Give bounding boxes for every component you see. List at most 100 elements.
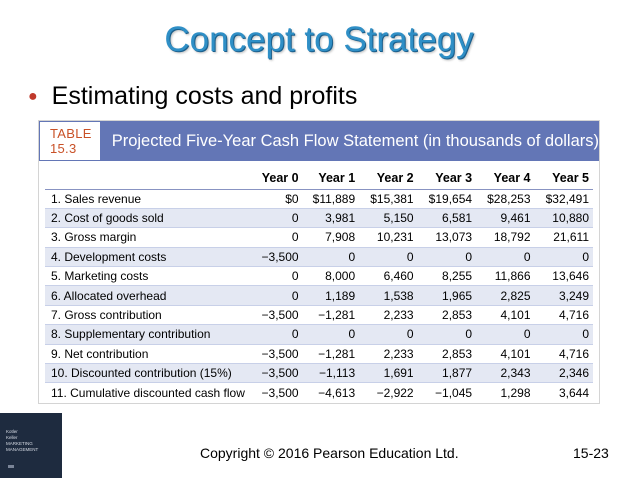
table-row: 5. Marketing costs 0 8,000 6,460 8,255 11,866… bbox=[45, 266, 593, 286]
column-header-label bbox=[45, 167, 245, 189]
row-label: 11. Cumulative discounted cash flow bbox=[45, 382, 245, 403]
table-heading: Projected Five-Year Cash Flow Statement … bbox=[111, 131, 599, 150]
bullet-item: ● Estimating costs and profits bbox=[28, 82, 357, 111]
table-cell: 0 bbox=[417, 324, 477, 345]
table-cell: 4,101 bbox=[476, 304, 535, 325]
book-cover-text: MANAGEMENT bbox=[6, 447, 39, 452]
table-cell: 10,231 bbox=[359, 227, 418, 248]
table-cell: 2,853 bbox=[417, 343, 477, 364]
table-cell: 2,825 bbox=[476, 285, 535, 306]
table-cell: 18,792 bbox=[476, 227, 535, 248]
table-cell: $19,654 bbox=[417, 188, 477, 209]
table-row: 4. Development costs −3,500 0 0 0 0 0 bbox=[45, 246, 593, 267]
table-cell: 4,716 bbox=[534, 304, 593, 325]
table-cell: 3,981 bbox=[302, 207, 360, 228]
table-cell: 6,460 bbox=[359, 266, 418, 286]
row-label: 6. Allocated overhead bbox=[45, 285, 245, 306]
table-label: TABLE 15.3 bbox=[39, 121, 100, 161]
table-cell: 2,853 bbox=[417, 304, 477, 325]
book-cover-text: Keller bbox=[6, 435, 18, 440]
table-row: 2. Cost of goods sold 0 3,981 5,150 6,581 9,4… bbox=[45, 207, 593, 228]
book-cover-text: MARKETING bbox=[6, 441, 33, 446]
copyright-notice: Copyright © 2016 Pearson Education Ltd. bbox=[200, 445, 459, 461]
cash-flow-table: TABLE 15.3 Projected Five-Year Cash Flow… bbox=[38, 120, 600, 404]
table-row: 11. Cumulative discounted cash flow −3,50… bbox=[45, 382, 593, 403]
table-cell: −2,922 bbox=[359, 382, 418, 403]
table-cell: −3,500 bbox=[244, 343, 303, 364]
column-header-year-4: Year 4 bbox=[476, 167, 535, 189]
table-cell: 0 bbox=[244, 227, 303, 248]
column-header-year-5: Year 5 bbox=[534, 167, 593, 189]
data-grid: Year 0 Year 1 Year 2 Year 3 Year 4 Year … bbox=[45, 167, 593, 403]
column-header-year-0: Year 0 bbox=[244, 167, 303, 189]
table-header: TABLE 15.3 Projected Five-Year Cash Flow… bbox=[39, 121, 599, 161]
table-cell: $32,491 bbox=[534, 188, 593, 209]
table-cell: −3,500 bbox=[244, 382, 303, 403]
table-cell: 1,691 bbox=[359, 363, 418, 383]
table-row: 7. Gross contribution −3,500 −1,281 2,233 2,… bbox=[45, 304, 593, 325]
slide-number: 15-23 bbox=[573, 445, 609, 461]
table-cell: −1,113 bbox=[302, 363, 360, 383]
table-cell: 11,866 bbox=[476, 266, 535, 286]
table-cell: 5,150 bbox=[359, 207, 418, 228]
table-row: 3. Gross margin 0 7,908 10,231 13,073 18,792 2… bbox=[45, 227, 593, 248]
table-cell: −3,500 bbox=[244, 363, 303, 383]
table-cell: 0 bbox=[244, 285, 303, 306]
table-cell: 10,880 bbox=[534, 207, 593, 228]
table-cell: 3,644 bbox=[534, 382, 593, 403]
table-cell: 1,538 bbox=[359, 285, 418, 306]
table-cell: $15,381 bbox=[359, 188, 418, 209]
bullet-dot-icon: ● bbox=[28, 87, 38, 105]
table-cell: 0 bbox=[244, 266, 303, 286]
row-label: 7. Gross contribution bbox=[45, 304, 245, 325]
table-cell: 8,255 bbox=[417, 266, 477, 286]
table-row: 10. Discounted contribution (15%) −3,500−… bbox=[45, 363, 593, 383]
table-cell: $28,253 bbox=[476, 188, 535, 209]
table-cell: 0 bbox=[534, 246, 593, 267]
table-cell: 1,189 bbox=[302, 285, 360, 306]
table-cell: 0 bbox=[359, 246, 418, 267]
slide-title: Concept to Strategy bbox=[164, 20, 474, 59]
row-label: 9. Net contribution bbox=[45, 343, 245, 364]
table-row: 6. Allocated overhead 0 1,189 1,538 1,965 2,8… bbox=[45, 285, 593, 306]
table-cell: 0 bbox=[476, 246, 535, 267]
table-cell: 1,298 bbox=[476, 382, 535, 403]
table-cell: 0 bbox=[244, 324, 303, 345]
table-cell: −1,281 bbox=[302, 343, 360, 364]
table-cell: 3,249 bbox=[534, 285, 593, 306]
row-label: 2. Cost of goods sold bbox=[45, 207, 245, 228]
table-cell: 2,233 bbox=[359, 304, 418, 325]
table-cell: 4,101 bbox=[476, 343, 535, 364]
table-row: 9. Net contribution −3,500 −1,281 2,233 2,85… bbox=[45, 343, 593, 364]
table-cell: 0 bbox=[476, 324, 535, 345]
publisher-logo-icon bbox=[8, 465, 14, 468]
table-cell: 21,611 bbox=[534, 227, 593, 248]
table-cell: 6,581 bbox=[417, 207, 477, 228]
table-row: 8. Supplementary contribution 0 0 0 0 0 0 bbox=[45, 324, 593, 345]
table-cell: −3,500 bbox=[244, 246, 303, 267]
column-header-year-1: Year 1 bbox=[302, 167, 360, 189]
table-cell: 0 bbox=[244, 207, 303, 228]
table-cell: 9,461 bbox=[476, 207, 535, 228]
table-cell: 7,908 bbox=[302, 227, 360, 248]
table-cell: 1,877 bbox=[417, 363, 477, 383]
table-row: 1. Sales revenue $0 $11,889 $15,381 $19,654 $… bbox=[45, 188, 593, 209]
table-cell: 0 bbox=[534, 324, 593, 345]
row-label: 8. Supplementary contribution bbox=[45, 324, 245, 345]
row-label: 1. Sales revenue bbox=[45, 188, 245, 209]
table-cell: −1,281 bbox=[302, 304, 360, 325]
column-header-year-2: Year 2 bbox=[359, 167, 418, 189]
table-cell: 0 bbox=[417, 246, 477, 267]
table-cell: 8,000 bbox=[302, 266, 360, 286]
book-cover-text: Kotler bbox=[6, 429, 18, 434]
book-cover-thumbnail: Kotler Keller MARKETING MANAGEMENT bbox=[0, 413, 62, 478]
table-cell: $0 bbox=[244, 188, 303, 209]
table-cell: 4,716 bbox=[534, 343, 593, 364]
column-header-row: Year 0 Year 1 Year 2 Year 3 Year 4 Year … bbox=[45, 167, 593, 189]
table-cell: −1,045 bbox=[417, 382, 477, 403]
table-cell: 0 bbox=[302, 324, 360, 345]
table-cell: 13,646 bbox=[534, 266, 593, 286]
bullet-text: Estimating costs and profits bbox=[51, 82, 358, 110]
table-cell: 0 bbox=[302, 246, 360, 267]
table-cell: −4,613 bbox=[302, 382, 360, 403]
